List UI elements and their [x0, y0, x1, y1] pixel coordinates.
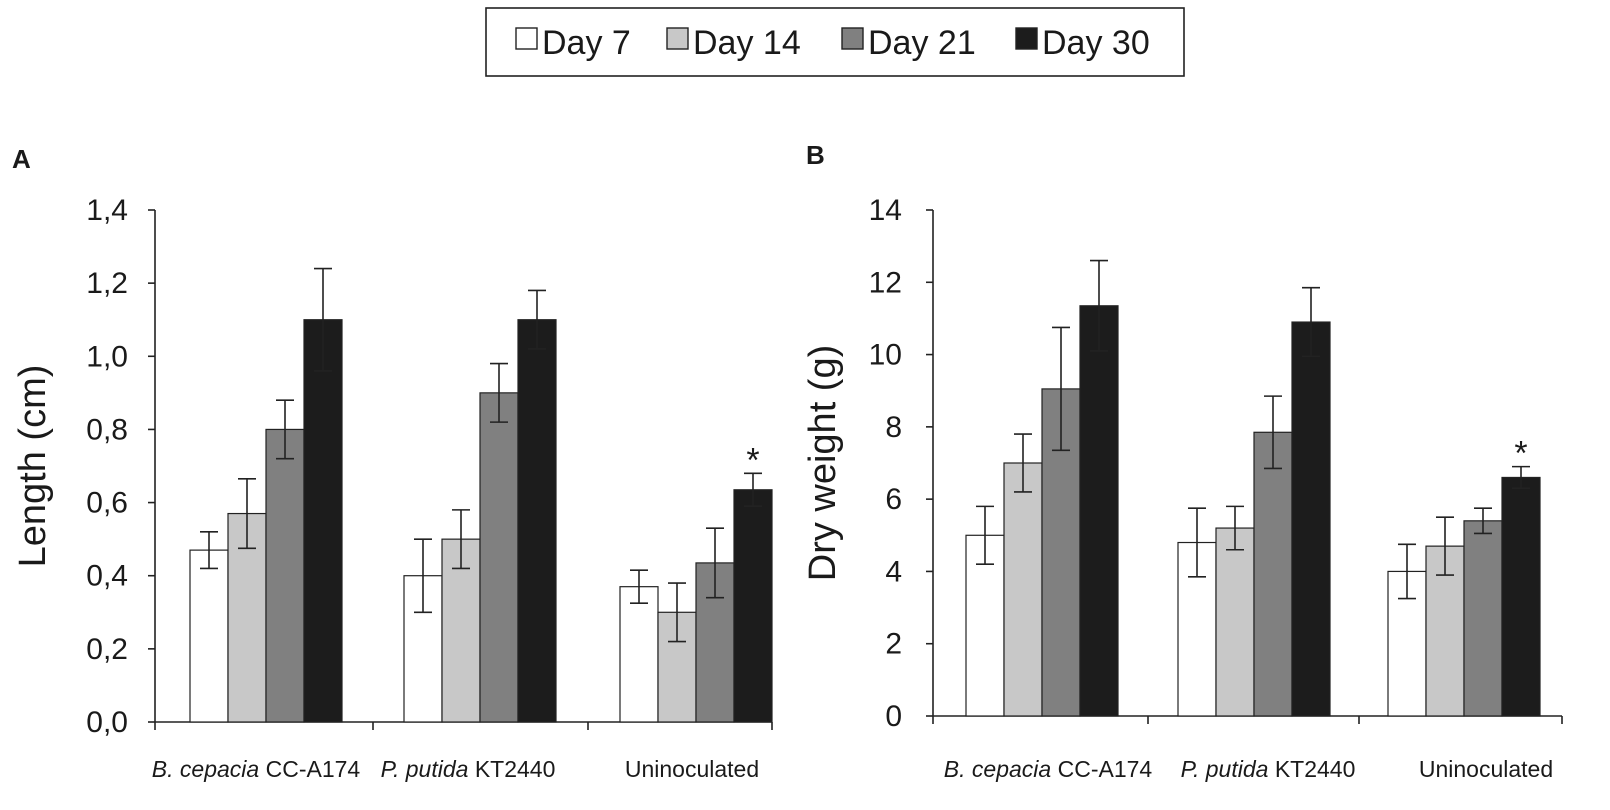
- legend-label-2: Day 14: [693, 24, 801, 62]
- bar-day-7: [619, 586, 659, 723]
- y-axis-title: Dry weight (g): [802, 345, 844, 582]
- y-tick-label: 0,8: [86, 413, 128, 446]
- legend-swatch-3: [841, 27, 864, 50]
- bar-day-7: [189, 549, 229, 723]
- category-strain: KT2440: [1268, 756, 1355, 782]
- y-tick-label: 14: [869, 194, 902, 227]
- legend-swatch-2: [666, 27, 689, 50]
- bar-day-21: [479, 392, 519, 723]
- category-strain: CC-A174: [1051, 756, 1152, 782]
- x-category-label: Uninoculated: [625, 756, 759, 782]
- legend-label-4: Day 30: [1042, 24, 1150, 62]
- legend-swatch-4: [1015, 27, 1038, 50]
- x-category-label: P. putida KT2440: [381, 756, 556, 782]
- legend-box: [485, 7, 1185, 77]
- legend: Day 7 Day 14 Day 21 Day 30: [485, 7, 1185, 77]
- chart-panel-b: B Dry weight (g) 0 2 4 6 8 10 12 14 B. cepacia CC-…: [802, 140, 1563, 782]
- y-tick-label: 2: [885, 628, 902, 661]
- bar-day-14: [1215, 527, 1255, 717]
- y-axis-title: Length (cm): [12, 365, 54, 568]
- category-species-italic: B. cepacia: [944, 756, 1051, 782]
- category-strain: Uninoculated: [1419, 756, 1553, 782]
- category-species-italic: P. putida: [1181, 756, 1269, 782]
- y-tick-label: 0: [885, 700, 902, 733]
- x-category-label: B. cepacia CC-A174: [944, 756, 1153, 782]
- category-species-italic: B. cepacia: [152, 756, 259, 782]
- category-species-italic: P. putida: [381, 756, 469, 782]
- bar-day-30: [517, 319, 557, 723]
- significance-asterisk: *: [1514, 435, 1527, 473]
- y-tick-label: 10: [869, 339, 902, 372]
- y-tick-label: 0,4: [86, 560, 128, 593]
- bar-day-30: [733, 489, 773, 723]
- y-tick-label: 1,0: [86, 340, 128, 373]
- category-strain: CC-A174: [259, 756, 360, 782]
- y-tick-label: 4: [885, 555, 902, 588]
- bar-day-30: [1079, 305, 1119, 717]
- bar-day-21: [265, 428, 305, 723]
- bar-day-30: [303, 319, 343, 723]
- legend-label-3: Day 21: [868, 24, 976, 62]
- bar-day-30: [1501, 476, 1541, 717]
- x-category-label: B. cepacia CC-A174: [152, 756, 361, 782]
- legend-label-1: Day 7: [542, 24, 631, 62]
- y-tick-label: 12: [869, 266, 902, 299]
- y-tick-label: 1,2: [86, 267, 128, 300]
- x-category-label: P. putida KT2440: [1181, 756, 1356, 782]
- legend-swatch-1: [515, 27, 538, 50]
- y-tick-label: 8: [885, 411, 902, 444]
- y-tick-label: 1,4: [86, 194, 128, 227]
- y-tick-label: 6: [885, 483, 902, 516]
- bar-day-7: [403, 575, 443, 723]
- panel-label: A: [12, 144, 31, 174]
- bar-day-14: [1003, 462, 1043, 717]
- bar-day-21: [1253, 431, 1293, 717]
- panel-label: B: [806, 140, 825, 170]
- bar-day-30: [1291, 321, 1331, 717]
- category-strain: Uninoculated: [625, 756, 759, 782]
- significance-asterisk: *: [746, 441, 759, 479]
- category-strain: KT2440: [468, 756, 555, 782]
- chart-panel-a: A Length (cm) 0,0 0,2 0,4 0,6 0,8 1,0 1,2 1,4 B. c…: [12, 144, 773, 782]
- bar-day-21: [1463, 520, 1503, 717]
- y-tick-label: 0,6: [86, 487, 128, 520]
- y-tick-label: 0,0: [86, 706, 128, 739]
- x-category-label: Uninoculated: [1419, 756, 1553, 782]
- y-tick-label: 0,2: [86, 633, 128, 666]
